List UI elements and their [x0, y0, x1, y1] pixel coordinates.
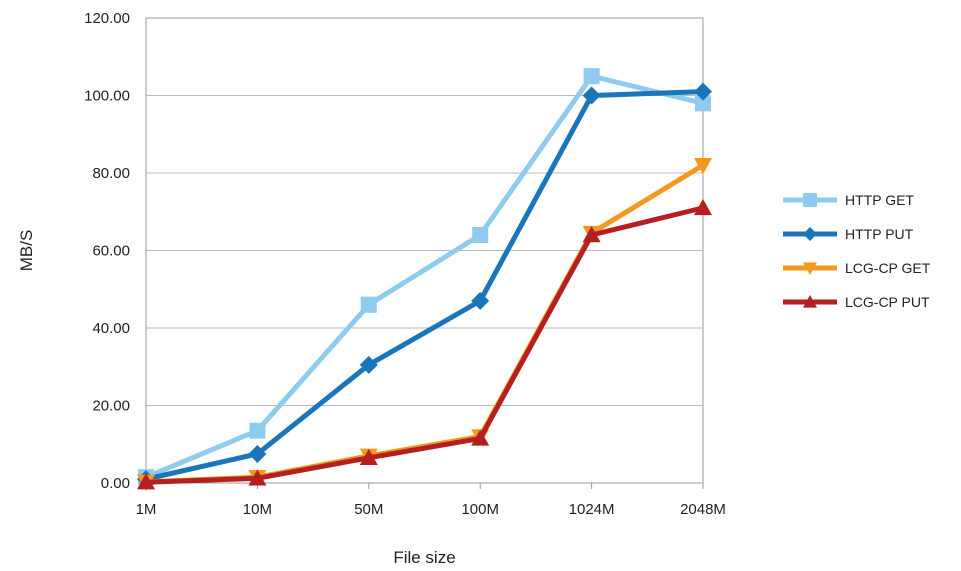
data-point	[471, 429, 490, 446]
legend-label: HTTP GET	[845, 192, 914, 208]
series-line	[143, 205, 706, 485]
legend-marker	[803, 295, 817, 308]
legend-label: LCG-CP GET	[845, 260, 931, 276]
series-lcg-cp-put	[137, 198, 712, 490]
x-tick-label: 2048M	[680, 501, 726, 518]
data-point	[582, 226, 601, 243]
series-lcg-cp-get	[137, 158, 712, 491]
gridlines	[146, 17, 703, 484]
legend-label: HTTP PUT	[845, 226, 914, 242]
legend: HTTP GET HTTP PUT LCG-CP GET LCG-CP PUT	[783, 192, 931, 310]
y-tick-label: 40.00	[92, 320, 130, 337]
x-tick-label: 1024M	[569, 501, 615, 518]
legend-item: HTTP PUT	[783, 226, 914, 242]
y-tick-label: 80.00	[92, 165, 130, 182]
x-tick-label: 1M	[136, 501, 157, 518]
data-point	[249, 422, 266, 439]
data-point	[694, 198, 712, 216]
series-lines	[137, 68, 712, 491]
legend-marker	[803, 262, 817, 275]
y-tick-label: 0.00	[101, 475, 130, 492]
legend-label: LCG-CP PUT	[845, 294, 930, 310]
y-axis-ticks: 0.00 20.00 40.00 60.00 80.00 100.00 120.00	[84, 10, 130, 492]
y-axis-title: MB/S	[17, 230, 36, 272]
x-axis-title: File size	[393, 548, 455, 567]
x-tick-label: 100M	[461, 501, 499, 518]
series-http-get	[138, 68, 711, 486]
series-http-put	[137, 82, 712, 489]
legend-item: LCG-CP PUT	[783, 294, 930, 310]
series-line	[143, 89, 706, 482]
x-tick-label: 50M	[354, 501, 383, 518]
y-tick-label: 100.00	[84, 88, 130, 105]
legend-item: LCG-CP GET	[783, 260, 931, 276]
y-tick-label: 60.00	[92, 243, 130, 260]
legend-marker	[803, 227, 817, 241]
x-axis-ticks: 1M 10M 50M 100M 1024M 2048M	[136, 483, 726, 518]
data-point	[359, 355, 378, 374]
x-tick-label: 10M	[243, 501, 272, 518]
data-point	[694, 158, 712, 175]
data-point	[248, 444, 267, 463]
legend-item: HTTP GET	[783, 192, 914, 208]
data-point	[472, 227, 489, 243]
data-point	[695, 95, 711, 112]
y-tick-label: 120.00	[84, 10, 130, 27]
plot-area	[145, 17, 704, 484]
data-point	[359, 448, 378, 466]
data-point	[137, 473, 155, 490]
data-point	[360, 296, 377, 313]
series-line	[143, 73, 706, 480]
y-tick-label: 20.00	[92, 398, 130, 415]
data-point	[583, 68, 600, 85]
data-point	[248, 469, 267, 486]
data-point	[694, 82, 712, 101]
series-line	[143, 162, 706, 485]
data-point	[471, 291, 490, 310]
data-point	[582, 86, 601, 105]
legend-marker	[803, 193, 817, 207]
